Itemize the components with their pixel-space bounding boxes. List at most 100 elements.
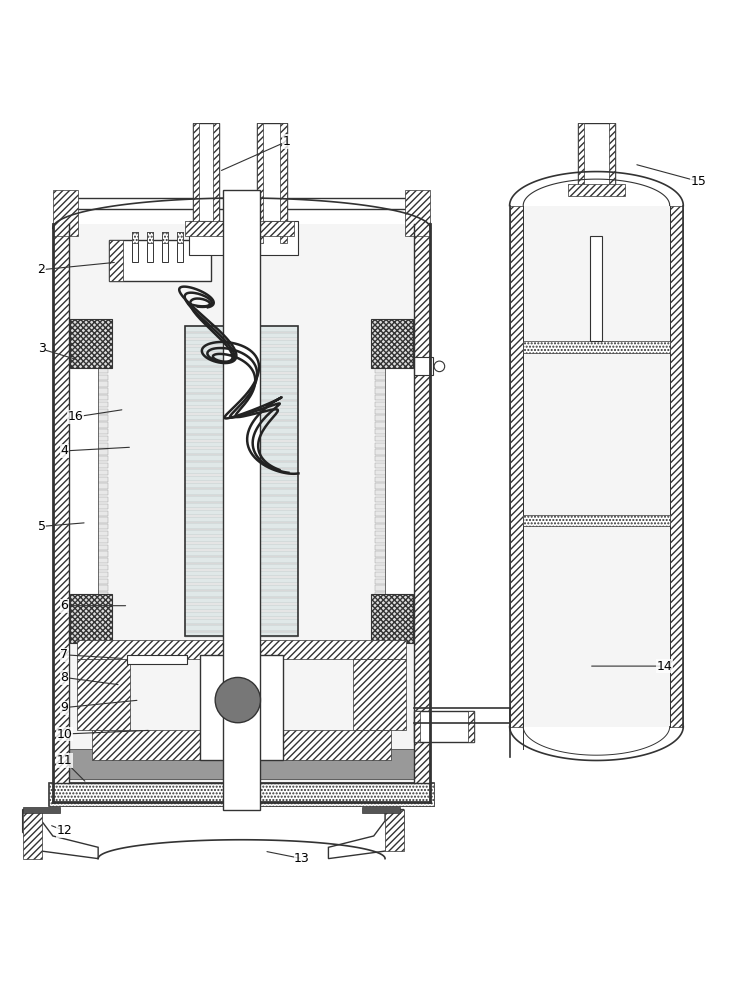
Bar: [385, 319, 414, 643]
Bar: [523, 341, 670, 353]
Text: 1: 1: [283, 135, 291, 148]
Bar: [70, 497, 108, 502]
Bar: [162, 232, 168, 262]
Bar: [70, 409, 108, 414]
Bar: [185, 483, 298, 488]
Bar: [69, 224, 414, 783]
Bar: [200, 655, 215, 685]
Bar: [185, 605, 298, 610]
Bar: [70, 388, 108, 394]
Bar: [193, 122, 219, 228]
Bar: [177, 232, 183, 243]
Bar: [92, 730, 391, 760]
Bar: [23, 807, 60, 813]
Bar: [70, 517, 108, 523]
Bar: [185, 354, 298, 359]
Bar: [375, 409, 413, 414]
Bar: [70, 415, 108, 421]
Text: 14: 14: [657, 660, 672, 673]
Bar: [375, 558, 413, 563]
Bar: [70, 545, 108, 550]
Bar: [468, 711, 474, 742]
Bar: [185, 326, 298, 636]
Bar: [375, 470, 413, 475]
Bar: [414, 357, 433, 375]
Text: 8: 8: [60, 671, 68, 684]
Text: 9: 9: [60, 701, 68, 714]
Bar: [185, 435, 298, 440]
Bar: [375, 368, 413, 373]
Bar: [523, 515, 670, 526]
Bar: [185, 374, 298, 379]
Text: 2: 2: [38, 263, 45, 276]
Text: 11: 11: [57, 754, 72, 767]
Bar: [609, 122, 615, 190]
Bar: [375, 422, 413, 428]
Bar: [77, 640, 406, 659]
Bar: [70, 579, 108, 584]
Bar: [185, 326, 298, 332]
Bar: [70, 375, 108, 380]
Bar: [70, 422, 108, 428]
Bar: [185, 557, 298, 563]
Bar: [185, 591, 298, 597]
Bar: [185, 462, 298, 468]
Bar: [185, 469, 298, 474]
Bar: [53, 783, 69, 802]
Bar: [70, 456, 108, 461]
Bar: [193, 122, 199, 228]
Bar: [375, 524, 413, 529]
Bar: [23, 810, 42, 859]
Bar: [70, 470, 108, 475]
Bar: [375, 449, 413, 455]
Bar: [375, 572, 413, 577]
Bar: [185, 544, 298, 549]
Bar: [185, 619, 298, 624]
Bar: [185, 428, 298, 434]
Bar: [375, 483, 413, 489]
Bar: [70, 449, 108, 455]
Bar: [375, 538, 413, 543]
Bar: [70, 319, 112, 368]
Bar: [185, 585, 298, 590]
Bar: [185, 598, 298, 603]
Text: 4: 4: [60, 444, 68, 457]
Text: 15: 15: [690, 175, 707, 188]
Bar: [185, 455, 298, 461]
Bar: [185, 632, 298, 637]
Bar: [223, 190, 260, 810]
Bar: [375, 497, 413, 502]
Bar: [70, 531, 108, 536]
Bar: [70, 436, 108, 441]
Bar: [185, 625, 298, 631]
Bar: [375, 375, 413, 380]
Bar: [414, 783, 430, 802]
Bar: [185, 421, 298, 427]
Bar: [132, 232, 138, 243]
Bar: [578, 122, 615, 190]
Bar: [200, 655, 283, 760]
Bar: [375, 545, 413, 550]
Bar: [70, 490, 108, 495]
Bar: [185, 340, 298, 345]
Bar: [185, 415, 298, 420]
Bar: [185, 347, 298, 352]
Bar: [185, 360, 298, 366]
Bar: [257, 122, 287, 243]
Bar: [70, 429, 108, 434]
Bar: [127, 655, 187, 664]
Bar: [189, 221, 298, 255]
Bar: [185, 578, 298, 583]
Circle shape: [215, 677, 260, 723]
Bar: [185, 612, 298, 617]
Bar: [69, 749, 414, 779]
Bar: [70, 368, 108, 373]
Text: 7: 7: [60, 648, 68, 661]
Polygon shape: [328, 810, 404, 859]
Bar: [185, 442, 298, 447]
Bar: [375, 415, 413, 421]
Bar: [70, 381, 108, 387]
Bar: [268, 655, 283, 685]
Bar: [109, 240, 211, 281]
Bar: [185, 221, 294, 236]
